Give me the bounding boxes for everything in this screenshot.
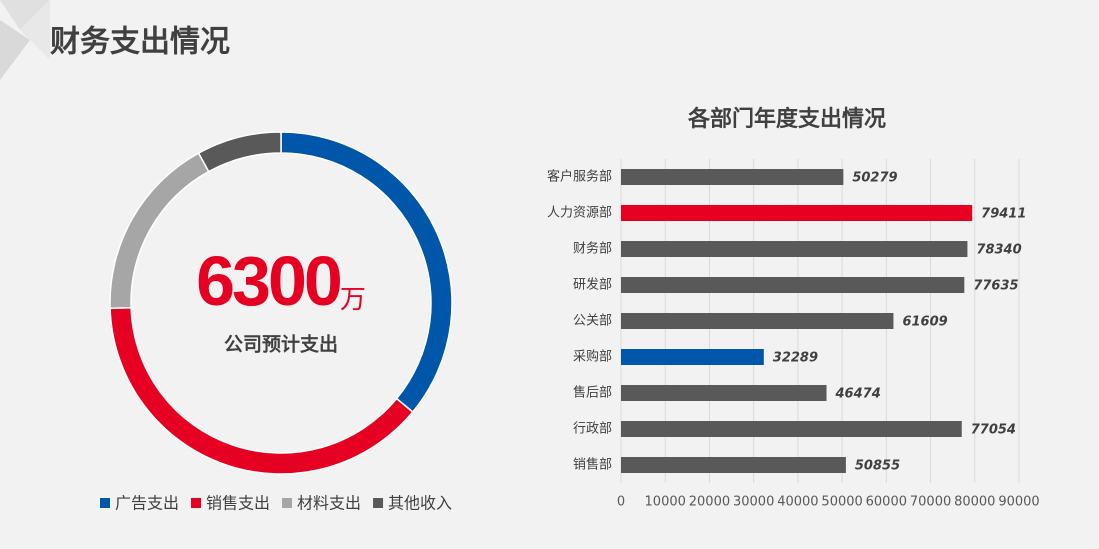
- x-tick-label: 40000: [777, 495, 818, 510]
- legend-label: 材料支出: [297, 494, 361, 513]
- legend-swatch: [373, 498, 384, 508]
- donut-segment: [197, 131, 282, 173]
- value-label: 77054: [971, 423, 1016, 438]
- decor: [0, 20, 30, 80]
- y-tick-label: 人力资源部: [547, 206, 612, 221]
- value-label: 61609: [902, 315, 947, 330]
- x-tick-label: 10000: [645, 495, 686, 510]
- bar: [621, 277, 965, 293]
- x-tick-label: 70000: [910, 495, 951, 510]
- bar: [621, 457, 846, 473]
- bar: [621, 241, 968, 257]
- y-tick-label: 售后部: [573, 385, 612, 401]
- chart-title: 各部门年度支出情况: [687, 106, 886, 132]
- bar: [621, 421, 962, 437]
- value-label: 50855: [855, 459, 900, 474]
- bar: [621, 385, 827, 401]
- x-tick-label: 80000: [954, 495, 995, 510]
- y-tick-label: 研发部: [573, 277, 612, 293]
- center-label: 公司预计支出: [224, 333, 338, 356]
- value-label: 50279: [852, 171, 897, 186]
- y-tick-label: 销售部: [573, 457, 612, 473]
- legend-label: 广告支出: [115, 494, 179, 513]
- x-tick-label: 30000: [733, 495, 774, 510]
- legend-swatch: [100, 498, 110, 508]
- legend-label: 其他收入: [388, 494, 452, 513]
- value-label: 77635: [973, 279, 1018, 294]
- x-tick-label: 20000: [689, 495, 730, 510]
- x-tick-label: 90000: [998, 495, 1039, 510]
- bar: [621, 169, 844, 185]
- bar: [621, 349, 764, 365]
- y-tick-label: 采购部: [573, 349, 612, 365]
- decor: [0, 0, 50, 30]
- x-tick-label: 50000: [821, 495, 862, 510]
- value-label: 79411: [981, 207, 1026, 222]
- legend-label: 销售支出: [206, 494, 270, 513]
- bar: [621, 205, 973, 221]
- center-value: 6300万: [196, 242, 366, 320]
- y-tick-label: 行政部: [573, 422, 612, 437]
- center-unit: 万: [340, 284, 366, 314]
- y-tick-label: 客户服务部: [547, 169, 612, 185]
- y-tick-label: 公关部: [573, 314, 612, 329]
- center-number: 6300: [196, 242, 341, 320]
- value-label: 46474: [835, 387, 881, 402]
- bar: [621, 313, 894, 329]
- y-tick-label: 财务部: [573, 241, 612, 257]
- legend-swatch: [191, 498, 202, 508]
- x-tick-label: 60000: [866, 495, 907, 510]
- legend-swatch: [282, 498, 293, 508]
- x-tick-label: 0: [617, 495, 625, 510]
- value-label: 32289: [773, 351, 818, 366]
- decor: [20, 0, 50, 60]
- page-title: 财务支出情况: [50, 25, 230, 60]
- value-label: 78340: [976, 243, 1021, 258]
